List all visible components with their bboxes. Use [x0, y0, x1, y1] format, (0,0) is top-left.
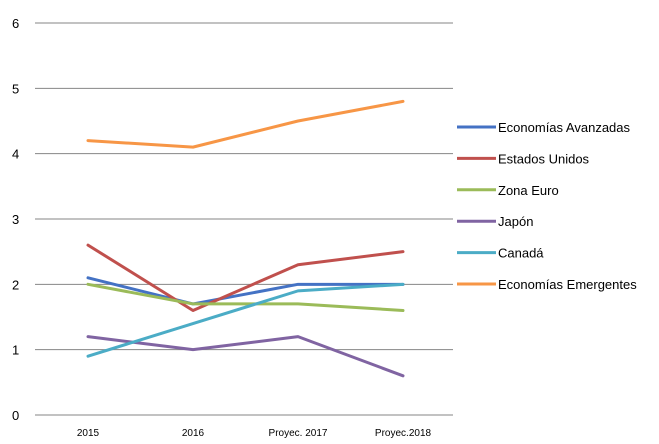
x-tick-label: Proyec.2018: [375, 428, 432, 439]
legend-label: Japón: [498, 214, 533, 229]
x-tick-label: Proyec. 2017: [269, 428, 328, 439]
series-lines: [88, 101, 403, 375]
y-tick-label: 4: [12, 147, 19, 162]
legend-label: Economías Avanzadas: [498, 120, 631, 135]
legend-label: Canadá: [498, 246, 544, 261]
gridlines: [35, 23, 453, 415]
series-line-5: [88, 101, 403, 147]
series-line-0: [88, 278, 403, 304]
x-axis-ticks: 2015 2016 Proyec. 2017 Proyec.2018: [77, 428, 432, 439]
x-tick-label: 2016: [182, 428, 205, 439]
legend: Economías Avanzadas Estados Unidos Zona Eu…: [457, 120, 637, 292]
series-line-1: [88, 245, 403, 310]
legend-label: Estados Unidos: [498, 151, 590, 166]
x-tick-label: 2015: [77, 428, 100, 439]
y-tick-label: 3: [12, 212, 19, 227]
y-axis-ticks: 0 1 2 3 4 5 6: [12, 16, 19, 423]
y-tick-label: 2: [12, 277, 19, 292]
y-tick-label: 0: [12, 408, 19, 423]
y-tick-label: 5: [12, 81, 19, 96]
legend-label: Zona Euro: [498, 183, 559, 198]
y-tick-label: 6: [12, 16, 19, 31]
legend-label: Economías Emergentes: [498, 277, 637, 292]
y-tick-label: 1: [12, 343, 19, 358]
